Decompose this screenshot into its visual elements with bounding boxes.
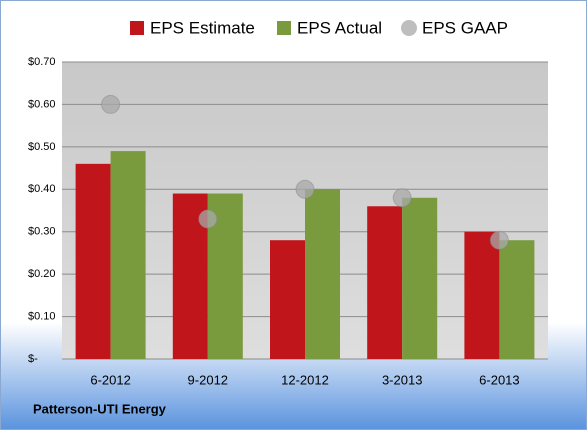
point <box>101 94 121 114</box>
point <box>295 179 315 199</box>
x-tick-label: 6-2012 <box>90 372 130 387</box>
point <box>489 230 509 250</box>
legend-label: EPS Estimate <box>150 18 255 37</box>
y-tick-label: $0.60 <box>28 98 56 110</box>
bar <box>270 240 305 359</box>
x-tick-label: 9-2012 <box>188 372 228 387</box>
y-tick-label: $0.70 <box>28 56 56 68</box>
y-tick-label: $0.20 <box>28 268 56 280</box>
y-tick-label: $0.10 <box>28 310 56 322</box>
bar <box>402 197 438 359</box>
bar <box>464 231 500 359</box>
legend-label: EPS Actual <box>297 18 382 37</box>
legend-label: EPS GAAP <box>422 18 508 37</box>
bar <box>367 206 403 359</box>
legend-swatch <box>401 20 417 36</box>
point <box>198 209 218 229</box>
point <box>392 188 412 208</box>
bar <box>305 189 340 359</box>
x-tick-label: 3-2013 <box>382 372 422 387</box>
bar <box>499 240 535 359</box>
caption: Patterson-UTI Energy <box>33 401 167 416</box>
y-tick-label: $- <box>28 353 38 365</box>
bar <box>110 151 146 359</box>
x-tick-label: 6-2013 <box>479 372 519 387</box>
bar <box>75 163 111 359</box>
legend-swatch <box>277 21 291 35</box>
legend-swatch <box>130 21 144 35</box>
y-tick-label: $0.40 <box>28 183 56 195</box>
x-tick-label: 12-2012 <box>281 372 329 387</box>
y-tick-label: $0.50 <box>28 141 56 153</box>
y-tick-label: $0.30 <box>28 226 56 238</box>
